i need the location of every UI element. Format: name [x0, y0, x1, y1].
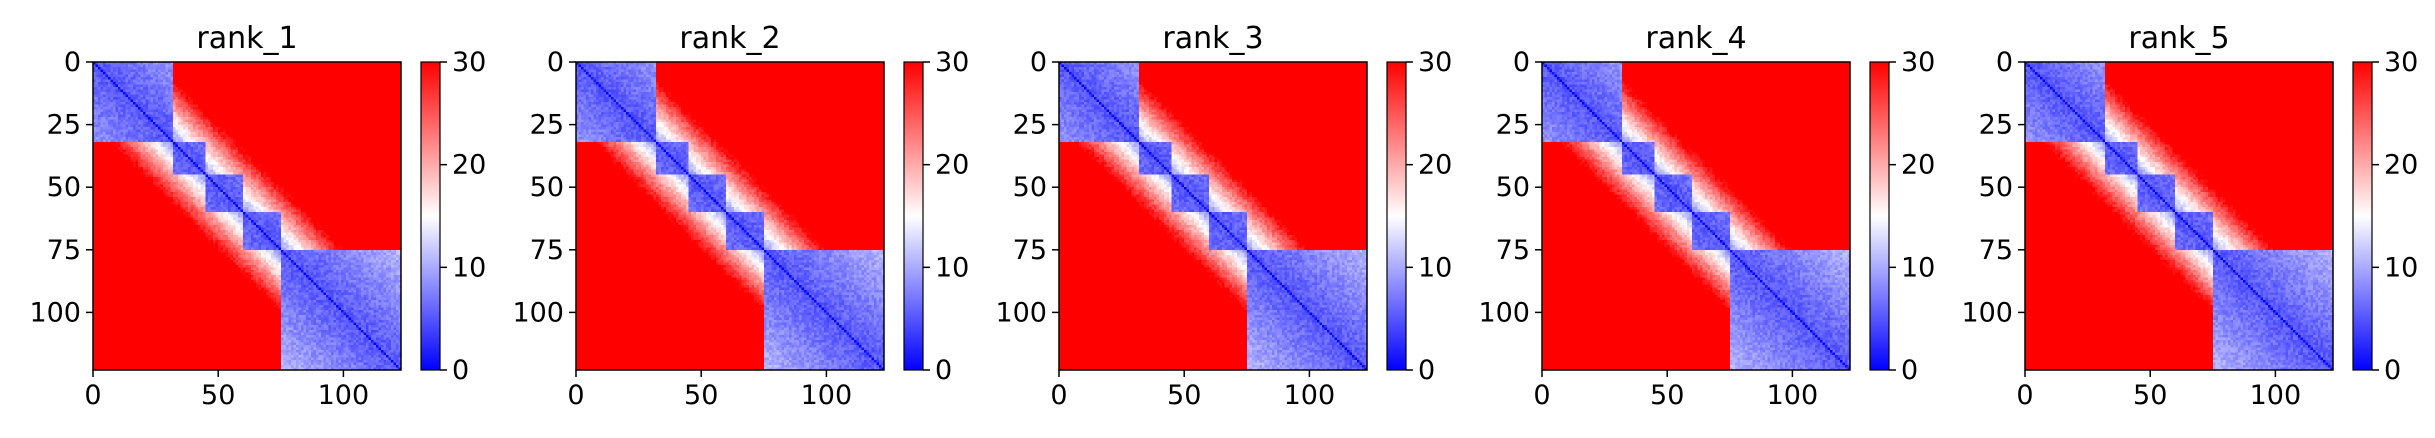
heatmap-panel-4: rank_4 0 50 100 0 25 50 75 100 0 10 20 30 [1478, 21, 1935, 411]
y-tick-label: 25 [1496, 110, 1530, 141]
y-tick-label: 50 [1979, 172, 2013, 203]
y-tick-label: 75 [530, 235, 564, 266]
heatmap-panel-3: rank_3 0 50 100 0 25 50 75 100 0 10 20 30 [995, 21, 1452, 411]
colorbar-tick-label: 30 [452, 47, 486, 78]
x-tick-label: 50 [201, 380, 235, 411]
x-tick-label: 100 [801, 380, 853, 411]
colorbar [2352, 61, 2373, 371]
colorbar-tick-label: 20 [935, 150, 969, 181]
colorbar-tick-label: 20 [1418, 150, 1452, 181]
y-tick-label: 100 [512, 297, 564, 328]
colorbar [420, 61, 441, 371]
heatmap-panel-1: rank_1 0 50 100 0 25 50 75 100 0 10 20 30 [29, 21, 486, 411]
y-tick-label: 50 [1013, 172, 1047, 203]
y-tick-label: 25 [1979, 110, 2013, 141]
y-tick-label: 50 [47, 172, 81, 203]
colorbar-tick-label: 30 [2384, 47, 2418, 78]
chart-title: rank_5 [2128, 21, 2229, 56]
colorbar-tick-label: 0 [1901, 355, 1918, 386]
y-tick-label: 100 [995, 297, 1047, 328]
colorbar-tick-label: 0 [452, 355, 469, 386]
x-tick-label: 0 [84, 380, 101, 411]
colorbar-tick-label: 10 [452, 252, 486, 283]
x-tick-label: 0 [1050, 380, 1067, 411]
colorbar-tick-label: 0 [935, 355, 952, 386]
heatmap-image [2025, 62, 2333, 370]
x-tick-label: 100 [1767, 380, 1819, 411]
colorbar-tick-label: 0 [2384, 355, 2401, 386]
x-tick-label: 50 [1650, 380, 1684, 411]
x-tick-label: 50 [2133, 380, 2167, 411]
y-tick-label: 100 [1478, 297, 1530, 328]
x-tick-label: 0 [1533, 380, 1550, 411]
colorbar-tick-label: 0 [1418, 355, 1435, 386]
y-tick-label: 0 [547, 47, 564, 78]
heatmap-image [93, 62, 401, 370]
x-tick-label: 50 [684, 380, 718, 411]
chart-title: rank_1 [196, 21, 297, 56]
colorbar-tick-label: 10 [2384, 252, 2418, 283]
colorbar [1869, 61, 1890, 371]
colorbar-tick-label: 20 [2384, 150, 2418, 181]
y-tick-label: 0 [1513, 47, 1530, 78]
colorbar-tick-label: 30 [1901, 47, 1935, 78]
y-tick-label: 25 [47, 110, 81, 141]
chart-title: rank_3 [1162, 21, 1263, 56]
y-tick-label: 25 [530, 110, 564, 141]
heatmap-panel-5: rank_5 0 50 100 0 25 50 75 100 0 10 20 30 [1961, 21, 2418, 411]
colorbar-tick-label: 20 [452, 150, 486, 181]
colorbar [903, 61, 924, 371]
colorbar-tick-label: 20 [1901, 150, 1935, 181]
colorbar-tick-label: 10 [1418, 252, 1452, 283]
x-tick-label: 100 [2250, 380, 2302, 411]
heatmap-image [1059, 62, 1367, 370]
y-tick-label: 100 [1961, 297, 2013, 328]
colorbar-tick-label: 10 [1901, 252, 1935, 283]
y-tick-label: 75 [1979, 235, 2013, 266]
y-tick-label: 0 [64, 47, 81, 78]
y-tick-label: 75 [1013, 235, 1047, 266]
y-tick-label: 50 [530, 172, 564, 203]
chart-title: rank_2 [679, 21, 780, 56]
x-tick-label: 50 [1167, 380, 1201, 411]
x-tick-label: 0 [567, 380, 584, 411]
x-tick-label: 0 [2016, 380, 2033, 411]
heatmap-frame [1541, 61, 1851, 371]
heatmap-frame [92, 61, 402, 371]
heatmap-image [576, 62, 884, 370]
colorbar-tick-label: 30 [935, 47, 969, 78]
y-tick-label: 0 [1996, 47, 2013, 78]
heatmap-frame [2024, 61, 2334, 371]
x-tick-label: 100 [318, 380, 370, 411]
heatmap-frame [575, 61, 885, 371]
colorbar-tick-label: 30 [1418, 47, 1452, 78]
x-tick-label: 100 [1284, 380, 1336, 411]
heatmap-frame [1058, 61, 1368, 371]
colorbar-tick-label: 10 [935, 252, 969, 283]
y-tick-label: 75 [1496, 235, 1530, 266]
y-tick-label: 25 [1013, 110, 1047, 141]
y-tick-label: 100 [29, 297, 81, 328]
y-tick-label: 50 [1496, 172, 1530, 203]
chart-title: rank_4 [1645, 21, 1746, 56]
y-tick-label: 0 [1030, 47, 1047, 78]
heatmap-image [1542, 62, 1850, 370]
colorbar [1386, 61, 1407, 371]
heatmap-panel-2: rank_2 0 50 100 0 25 50 75 100 0 10 20 30 [512, 21, 969, 411]
y-tick-label: 75 [47, 235, 81, 266]
